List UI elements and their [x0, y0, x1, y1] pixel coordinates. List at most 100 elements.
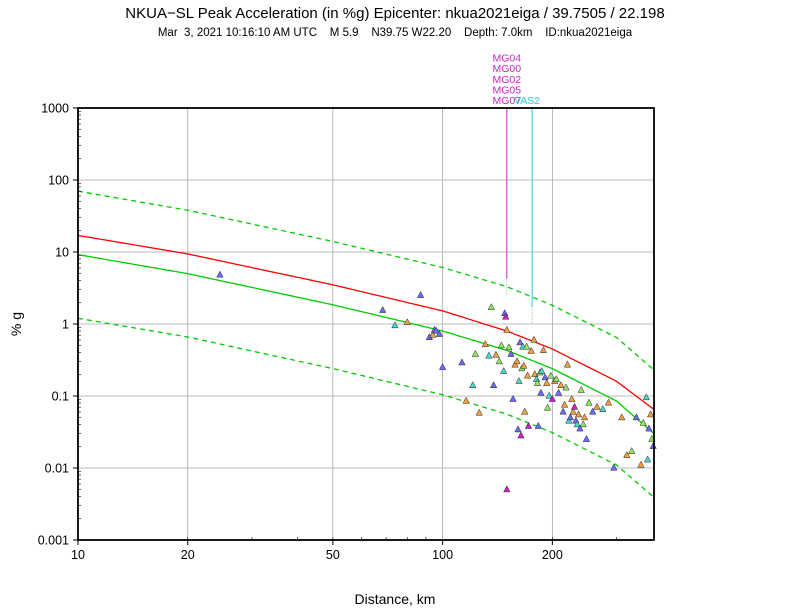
- flag-label: MG04: [493, 53, 522, 65]
- data-point: [557, 381, 565, 388]
- data-point: [639, 418, 647, 426]
- data-point: [515, 376, 523, 384]
- data-point: [559, 407, 567, 415]
- model-curve-2: [78, 190, 654, 371]
- data-point: [543, 378, 551, 386]
- data-point: [632, 413, 641, 421]
- data-point: [379, 305, 387, 313]
- data-point: [644, 455, 652, 463]
- data-point: [539, 346, 548, 353]
- flag-label: MG02: [493, 74, 522, 86]
- data-point: [534, 421, 542, 429]
- data-point: [523, 371, 532, 379]
- flag-label: VAS2: [514, 95, 540, 107]
- data-point: [560, 400, 569, 408]
- data-point: [538, 367, 546, 374]
- data-point: [569, 407, 577, 415]
- x-axis-label: Distance, km: [355, 591, 436, 607]
- data-point: [511, 360, 519, 368]
- data-point: [531, 369, 539, 377]
- data-point: [509, 394, 517, 402]
- y-tick-label: 1: [62, 318, 69, 332]
- data-point: [514, 425, 522, 433]
- data-point: [495, 357, 503, 365]
- data-point: [637, 460, 645, 468]
- y-tick-label: 0.1: [52, 390, 69, 404]
- data-point: [435, 329, 444, 337]
- flag-label: MG00: [493, 63, 522, 75]
- data-point: [552, 375, 560, 382]
- model-curve-3: [78, 317, 654, 498]
- chart-title: NKUA−SL Peak Acceleration (in %g) Epicen…: [125, 5, 664, 22]
- data-point: [628, 447, 636, 454]
- data-point: [481, 340, 489, 347]
- data-point: [589, 407, 597, 415]
- data-point: [579, 420, 587, 428]
- data-point: [429, 330, 437, 338]
- data-point: [577, 385, 585, 393]
- data-point: [524, 421, 533, 429]
- flag-label: MG05: [493, 84, 522, 96]
- x-tick-label: 10: [71, 548, 85, 562]
- data-point: [563, 360, 572, 368]
- data-point: [505, 343, 513, 351]
- y-tick-label: 100: [48, 174, 69, 188]
- data-point: [527, 346, 535, 354]
- data-point: [582, 435, 591, 442]
- data-point: [513, 357, 521, 365]
- y-tick-label: 0.01: [45, 462, 69, 476]
- data-point: [521, 407, 529, 415]
- x-tick-label: 100: [432, 548, 453, 562]
- data-point: [516, 338, 524, 346]
- data-point: [554, 388, 563, 396]
- data-point: [502, 312, 510, 320]
- data-point: [568, 394, 576, 402]
- data-point: [517, 431, 525, 439]
- data-point: [593, 402, 601, 410]
- data-point: [497, 341, 506, 349]
- data-point: [541, 373, 549, 381]
- data-point: [585, 398, 593, 406]
- data-point: [548, 394, 556, 402]
- data-point: [432, 326, 440, 334]
- data-point: [599, 405, 607, 412]
- axis-ticks: 10 20 50 100 200 0.001 0.01 0.1 1 10 100 1000: [38, 102, 617, 562]
- data-point: [530, 335, 538, 343]
- data-point: [462, 396, 470, 404]
- data-point: [216, 270, 224, 278]
- model-curves: [78, 190, 654, 498]
- data-points: [216, 270, 657, 493]
- y-tick-label: 0.001: [38, 534, 69, 548]
- data-point: [570, 402, 579, 410]
- data-point: [533, 378, 542, 386]
- data-point: [543, 403, 552, 411]
- data-point: [610, 463, 618, 471]
- model-curve-1: [78, 253, 654, 435]
- data-point: [489, 381, 498, 388]
- data-point: [623, 450, 631, 458]
- data-point: [458, 358, 466, 366]
- data-point: [547, 371, 555, 379]
- x-tick-label: 20: [181, 548, 195, 562]
- y-tick-label: 1000: [41, 102, 69, 116]
- data-point: [403, 318, 411, 325]
- y-tick-label: 10: [55, 246, 69, 260]
- data-point: [566, 413, 574, 421]
- data-point: [645, 424, 653, 432]
- data-point: [604, 398, 613, 406]
- data-point: [416, 291, 425, 298]
- data-point: [503, 485, 511, 493]
- data-point: [523, 342, 531, 350]
- data-point: [576, 424, 584, 432]
- model-curve-0: [78, 234, 654, 410]
- chart-subtitle: Mar 3, 2021 10:16:10 AM UTC M 5.9 N39.75…: [158, 27, 633, 39]
- data-point: [503, 325, 511, 333]
- data-point: [562, 383, 570, 391]
- data-point: [574, 410, 583, 418]
- data-point: [545, 391, 553, 399]
- x-tick-label: 50: [326, 548, 340, 562]
- x-tick-label: 200: [542, 548, 563, 562]
- data-point: [565, 416, 573, 424]
